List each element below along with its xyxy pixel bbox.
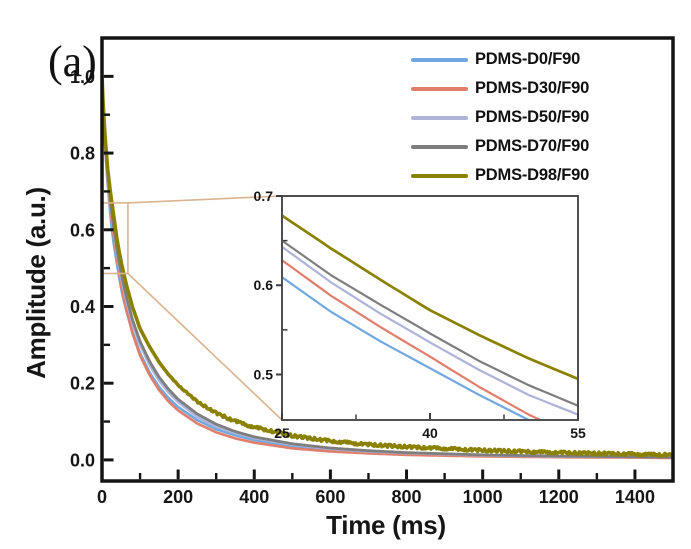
legend-item-pdms-d0-f90: PDMS-D0/F90: [411, 45, 589, 74]
legend-line-swatch: [411, 173, 468, 178]
inset-curves: [283, 214, 577, 419]
legend-label: PDMS-D50/F90: [475, 108, 590, 126]
y-tick-label: 0.0: [70, 450, 95, 470]
legend-label: PDMS-D0/F90: [475, 50, 581, 68]
x-tick-label: 1000: [463, 487, 503, 507]
zoom-connector-bottom: [127, 272, 283, 421]
inset-curve-pdms-d98-f90: [283, 214, 577, 380]
legend-line-swatch: [411, 115, 468, 120]
legend-label: PDMS-D98/F90: [475, 166, 590, 184]
y-tick-label: 0.2: [70, 374, 95, 394]
inset-x-tick-label: 55: [570, 425, 586, 441]
inset-x-tick-label: 25: [274, 425, 290, 441]
legend-item-pdms-d70-f90: PDMS-D70/F90: [411, 132, 589, 161]
y-tick-label: 0.4: [70, 297, 95, 317]
inset-tick-labels: 0.5 0.6 0.7 25 40 55: [254, 188, 586, 441]
inset-curve-pdms-d70-f90: [283, 239, 577, 407]
legend-item-pdms-d30-f90: PDMS-D30/F90: [411, 74, 589, 103]
x-tick-label: 0: [97, 487, 107, 507]
legend-item-pdms-d98-f90: PDMS-D98/F90: [411, 161, 589, 190]
inset-x-tick-label: 40: [422, 425, 438, 441]
inset-curve-pdms-d50-f90: [283, 246, 577, 416]
inset-background: [282, 196, 578, 420]
legend-item-pdms-d50-f90: PDMS-D50/F90: [411, 103, 589, 132]
main-axes: [100, 36, 675, 483]
curve-pdms-d70-f90: [103, 78, 672, 459]
legend-line-swatch: [411, 86, 468, 91]
legend-label: PDMS-D70/F90: [475, 137, 590, 155]
legend-line-swatch: [411, 144, 468, 149]
curve-pdms-d98-f90: [103, 75, 672, 458]
x-tick-label: 1400: [615, 487, 655, 507]
inset-y-tick-label: 0.6: [254, 277, 274, 293]
inset-curve-pdms-d30-f90: [283, 259, 541, 419]
panel-label: (a): [48, 37, 97, 86]
y-axis-title: Amplitude (a.u.): [21, 187, 51, 379]
inset-curve-pdms-d0-f90: [283, 276, 530, 419]
x-tick-label: 400: [239, 487, 269, 507]
y-tick-label: 0.8: [70, 144, 95, 164]
inset-y-tick-label: 0.5: [254, 366, 274, 382]
inset-y-tick-label: 0.7: [254, 188, 274, 204]
zoom-connector-top: [127, 195, 283, 204]
inset-axes: [276, 195, 579, 421]
legend-line-swatch: [411, 57, 468, 62]
y-tick-label: 1.0: [70, 67, 95, 87]
main-tick-labels: 0.0 0.2 0.4 0.6 0.8 1.0 0 200 400 600 800 1000 1200 1…: [70, 67, 655, 507]
x-tick-label: 800: [392, 487, 422, 507]
x-tick-label: 1200: [539, 487, 579, 507]
legend: PDMS-D0/F90 PDMS-D30/F90 PDMS-D50/F90 PD…: [411, 45, 589, 190]
main-curves: [103, 75, 672, 460]
x-axis-title: Time (ms): [326, 510, 446, 540]
x-tick-label: 600: [315, 487, 345, 507]
x-tick-label: 200: [163, 487, 193, 507]
y-tick-label: 0.6: [70, 220, 95, 240]
legend-label: PDMS-D30/F90: [475, 79, 590, 97]
